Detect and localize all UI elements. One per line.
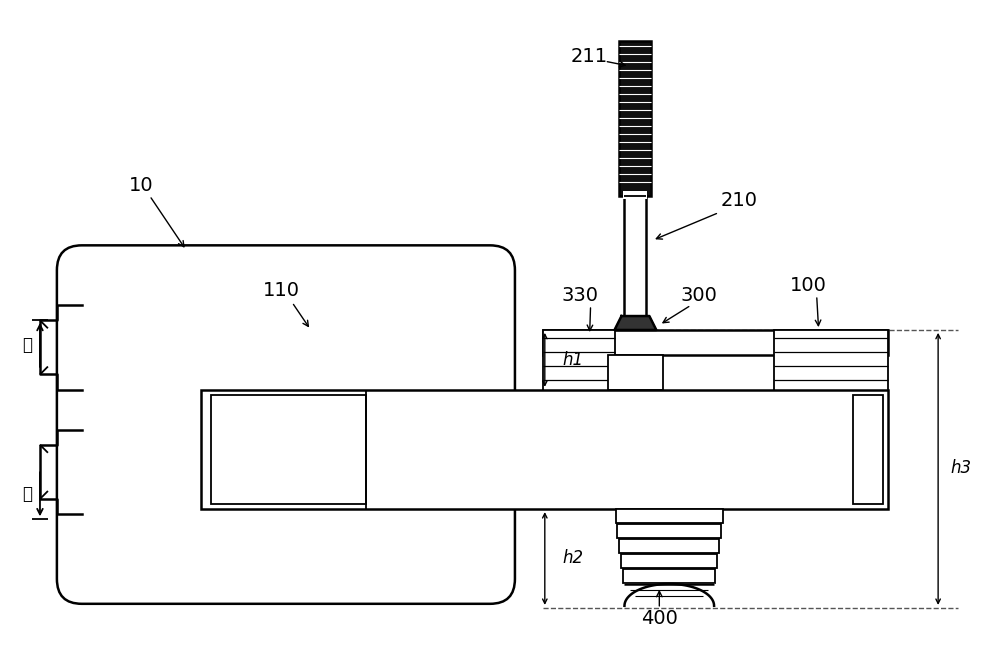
Bar bbox=[624, 196, 646, 330]
Bar bbox=[774, 330, 888, 394]
Bar bbox=[619, 539, 719, 553]
Text: 330: 330 bbox=[561, 286, 598, 304]
Bar bbox=[201, 390, 888, 509]
Text: 300: 300 bbox=[681, 286, 718, 304]
Text: 211: 211 bbox=[571, 47, 608, 66]
Text: 上: 上 bbox=[22, 336, 32, 354]
Text: h3: h3 bbox=[950, 460, 971, 477]
Bar bbox=[621, 554, 717, 568]
Bar bbox=[623, 190, 647, 199]
Bar bbox=[617, 524, 721, 538]
Text: 10: 10 bbox=[129, 176, 154, 195]
Polygon shape bbox=[615, 316, 656, 330]
Bar bbox=[211, 394, 366, 504]
FancyBboxPatch shape bbox=[57, 245, 515, 604]
Text: h2: h2 bbox=[563, 549, 584, 567]
Text: 400: 400 bbox=[641, 609, 678, 629]
Bar bbox=[853, 394, 883, 504]
Text: 100: 100 bbox=[790, 276, 827, 295]
Bar bbox=[619, 41, 651, 196]
Bar bbox=[616, 509, 723, 523]
Text: h1: h1 bbox=[563, 351, 584, 369]
Text: 110: 110 bbox=[262, 280, 299, 300]
Bar bbox=[543, 330, 615, 394]
Bar bbox=[608, 355, 663, 390]
Bar bbox=[543, 330, 888, 355]
Text: 下: 下 bbox=[22, 485, 32, 503]
Bar bbox=[623, 569, 715, 583]
Text: 210: 210 bbox=[720, 191, 757, 210]
